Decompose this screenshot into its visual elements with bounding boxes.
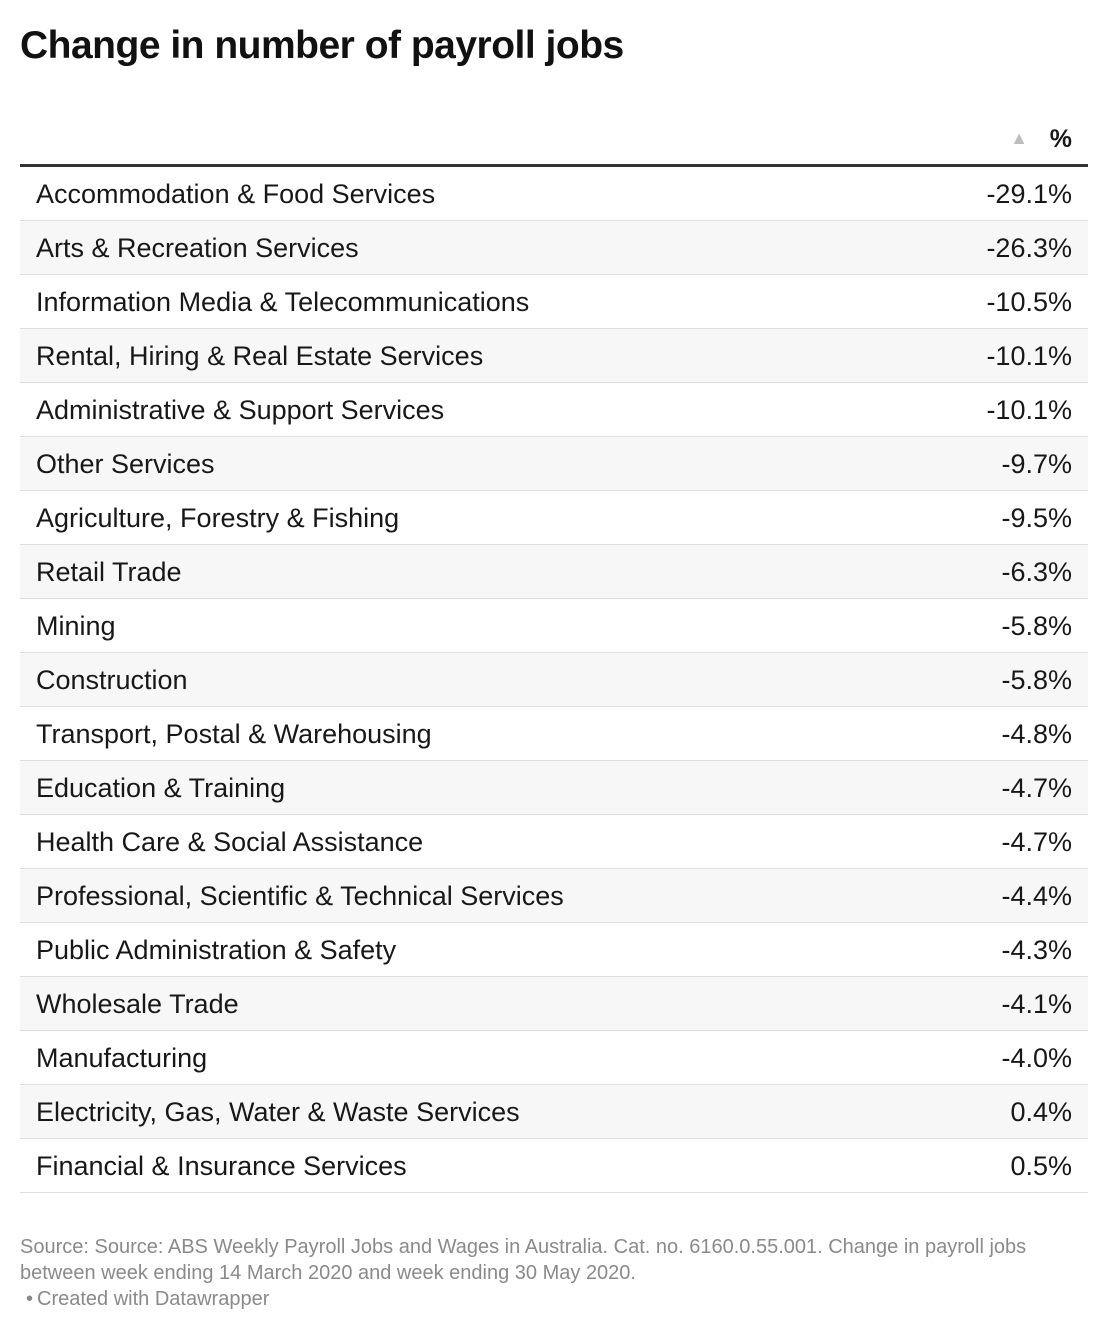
source-note: Source: Source: ABS Weekly Payroll Jobs … — [20, 1236, 1027, 1284]
row-label: Professional, Scientific & Technical Ser… — [36, 881, 564, 911]
row-label: Mining — [36, 611, 116, 641]
table-row: Administrative & Support Services -10.1% — [20, 383, 1088, 437]
table-row: Accommodation & Food Services -29.1% — [20, 167, 1088, 221]
table-row: Public Administration & Safety -4.3% — [20, 923, 1088, 977]
row-label: Construction — [36, 665, 188, 695]
row-value: -9.7% — [1001, 449, 1072, 479]
table-row: Manufacturing -4.0% — [20, 1031, 1088, 1085]
row-label: Retail Trade — [36, 557, 182, 587]
table-row: Financial & Insurance Services 0.5% — [20, 1139, 1088, 1193]
table-row: Retail Trade -6.3% — [20, 545, 1088, 599]
table-row: Arts & Recreation Services -26.3% — [20, 221, 1088, 275]
row-label: Electricity, Gas, Water & Waste Services — [36, 1097, 520, 1127]
row-label: Health Care & Social Assistance — [36, 827, 424, 857]
table-row: Construction -5.8% — [20, 653, 1088, 707]
row-label: Public Administration & Safety — [36, 935, 397, 965]
row-value: 0.4% — [1010, 1097, 1072, 1127]
row-value: -4.4% — [1001, 881, 1072, 911]
credit-separator: • — [26, 1288, 34, 1310]
row-value: -10.5% — [986, 287, 1072, 317]
row-label: Rental, Hiring & Real Estate Services — [36, 341, 484, 371]
row-value: -6.3% — [1001, 557, 1072, 587]
table-row: Mining -5.8% — [20, 599, 1088, 653]
value-column-header[interactable]: % — [1049, 125, 1072, 153]
row-label: Accommodation & Food Services — [36, 179, 436, 209]
data-table: ▲ % Accommodation & Food Services -29.1% A… — [20, 116, 1088, 1193]
table-row: Rental, Hiring & Real Estate Services -10… — [20, 329, 1088, 383]
row-label: Education & Training — [36, 773, 286, 803]
table-row: Health Care & Social Assistance -4.7% — [20, 815, 1088, 869]
table-row: Other Services -9.7% — [20, 437, 1088, 491]
table-row: Wholesale Trade -4.1% — [20, 977, 1088, 1031]
row-label: Arts & Recreation Services — [36, 233, 359, 263]
row-label: Transport, Postal & Warehousing — [36, 719, 432, 749]
row-label: Financial & Insurance Services — [36, 1151, 407, 1181]
row-value: -10.1% — [986, 395, 1072, 425]
row-value: -9.5% — [1001, 503, 1072, 533]
row-label: Manufacturing — [36, 1043, 208, 1073]
row-value: -4.7% — [1001, 773, 1072, 803]
table-row: Electricity, Gas, Water & Waste Services… — [20, 1085, 1088, 1139]
row-value: -26.3% — [986, 233, 1072, 263]
table-row: Education & Training -4.7% — [20, 761, 1088, 815]
chart-footer: Source: Source: ABS Weekly Payroll Jobs … — [20, 1234, 1088, 1312]
row-value: -5.8% — [1001, 611, 1072, 641]
row-value: 0.5% — [1010, 1151, 1072, 1181]
row-label: Wholesale Trade — [36, 989, 239, 1019]
table-row: Transport, Postal & Warehousing -4.8% — [20, 707, 1088, 761]
row-label: Agriculture, Forestry & Fishing — [36, 503, 400, 533]
datawrapper-credit[interactable]: Created with Datawrapper — [37, 1288, 270, 1310]
sort-ascending-icon[interactable]: ▲ — [1010, 128, 1028, 148]
row-value: -4.3% — [1001, 935, 1072, 965]
row-value: -4.7% — [1001, 827, 1072, 857]
row-label: Information Media & Telecommunications — [36, 287, 530, 317]
row-label: Other Services — [36, 449, 215, 479]
row-value: -4.1% — [1001, 989, 1072, 1019]
row-value: -4.0% — [1001, 1043, 1072, 1073]
row-value: -5.8% — [1001, 665, 1072, 695]
chart-title: Change in number of payroll jobs — [20, 24, 624, 67]
table-row: Agriculture, Forestry & Fishing -9.5% — [20, 491, 1088, 545]
table-row: Professional, Scientific & Technical Ser… — [20, 869, 1088, 923]
table-body: Accommodation & Food Services -29.1% Arts … — [20, 167, 1088, 1193]
row-value: -29.1% — [986, 179, 1072, 209]
row-value: -10.1% — [986, 341, 1072, 371]
table-header: ▲ % — [20, 116, 1088, 167]
row-value: -4.8% — [1001, 719, 1072, 749]
row-label: Administrative & Support Services — [36, 395, 445, 425]
table-row: Information Media & Telecommunications -1… — [20, 275, 1088, 329]
